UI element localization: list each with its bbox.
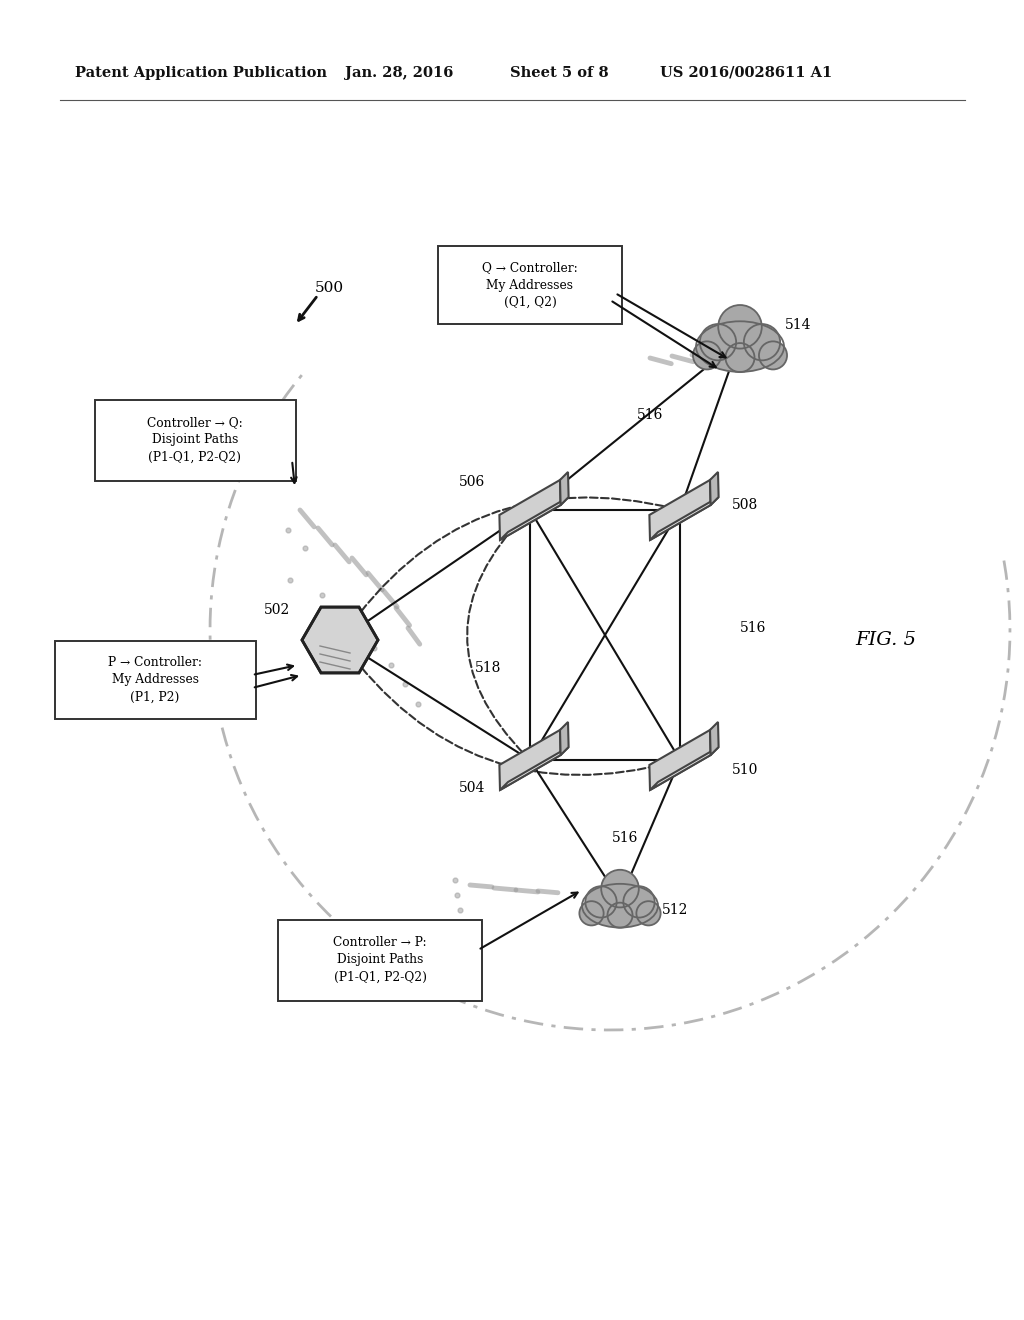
Polygon shape	[302, 607, 378, 673]
Text: 516: 516	[637, 408, 664, 422]
Polygon shape	[500, 730, 560, 791]
Text: 510: 510	[732, 763, 759, 777]
Polygon shape	[710, 722, 719, 755]
Circle shape	[580, 902, 603, 925]
Polygon shape	[500, 480, 560, 540]
Text: Controller → P:
Disjoint Paths
(P1-Q1, P2-Q2): Controller → P: Disjoint Paths (P1-Q1, P…	[333, 936, 427, 983]
Circle shape	[725, 343, 755, 372]
Text: Jan. 28, 2016: Jan. 28, 2016	[345, 66, 454, 81]
Circle shape	[586, 886, 616, 917]
Text: 516: 516	[740, 620, 766, 635]
Text: Sheet 5 of 8: Sheet 5 of 8	[510, 66, 608, 81]
Text: 508: 508	[732, 498, 758, 512]
Polygon shape	[710, 473, 719, 506]
Text: 516: 516	[612, 832, 638, 845]
Polygon shape	[560, 473, 568, 506]
Text: US 2016/0028611 A1: US 2016/0028611 A1	[660, 66, 833, 81]
Circle shape	[699, 323, 736, 360]
Circle shape	[718, 305, 762, 348]
Text: 512: 512	[662, 903, 688, 917]
FancyBboxPatch shape	[54, 642, 256, 719]
Circle shape	[759, 342, 787, 370]
Polygon shape	[500, 498, 568, 540]
Circle shape	[636, 902, 660, 925]
Text: Controller → Q:
Disjoint Paths
(P1-Q1, P2-Q2): Controller → Q: Disjoint Paths (P1-Q1, P…	[147, 417, 243, 463]
Circle shape	[601, 870, 639, 907]
FancyBboxPatch shape	[94, 400, 296, 480]
FancyBboxPatch shape	[438, 246, 622, 323]
Circle shape	[743, 323, 780, 360]
Polygon shape	[500, 747, 568, 791]
Circle shape	[624, 886, 654, 917]
Text: 504: 504	[459, 781, 485, 795]
Text: Q → Controller:
My Addresses
(Q1, Q2): Q → Controller: My Addresses (Q1, Q2)	[482, 261, 578, 309]
Text: 514: 514	[785, 318, 811, 333]
Text: FIG. 5: FIG. 5	[855, 631, 916, 649]
Circle shape	[607, 903, 633, 928]
Text: 502: 502	[264, 603, 290, 616]
Text: 506: 506	[459, 475, 485, 488]
FancyBboxPatch shape	[278, 920, 482, 1001]
Text: 500: 500	[315, 281, 344, 294]
Polygon shape	[650, 498, 719, 540]
Text: 518: 518	[475, 661, 502, 675]
Text: P → Controller:
My Addresses
(P1, P2): P → Controller: My Addresses (P1, P2)	[108, 656, 202, 704]
Polygon shape	[649, 480, 711, 540]
Ellipse shape	[585, 887, 655, 928]
Polygon shape	[650, 747, 719, 791]
Polygon shape	[302, 607, 378, 640]
Polygon shape	[649, 730, 711, 791]
Circle shape	[693, 342, 721, 370]
Text: Patent Application Publication: Patent Application Publication	[75, 66, 327, 81]
Ellipse shape	[698, 326, 781, 372]
Polygon shape	[560, 722, 568, 755]
